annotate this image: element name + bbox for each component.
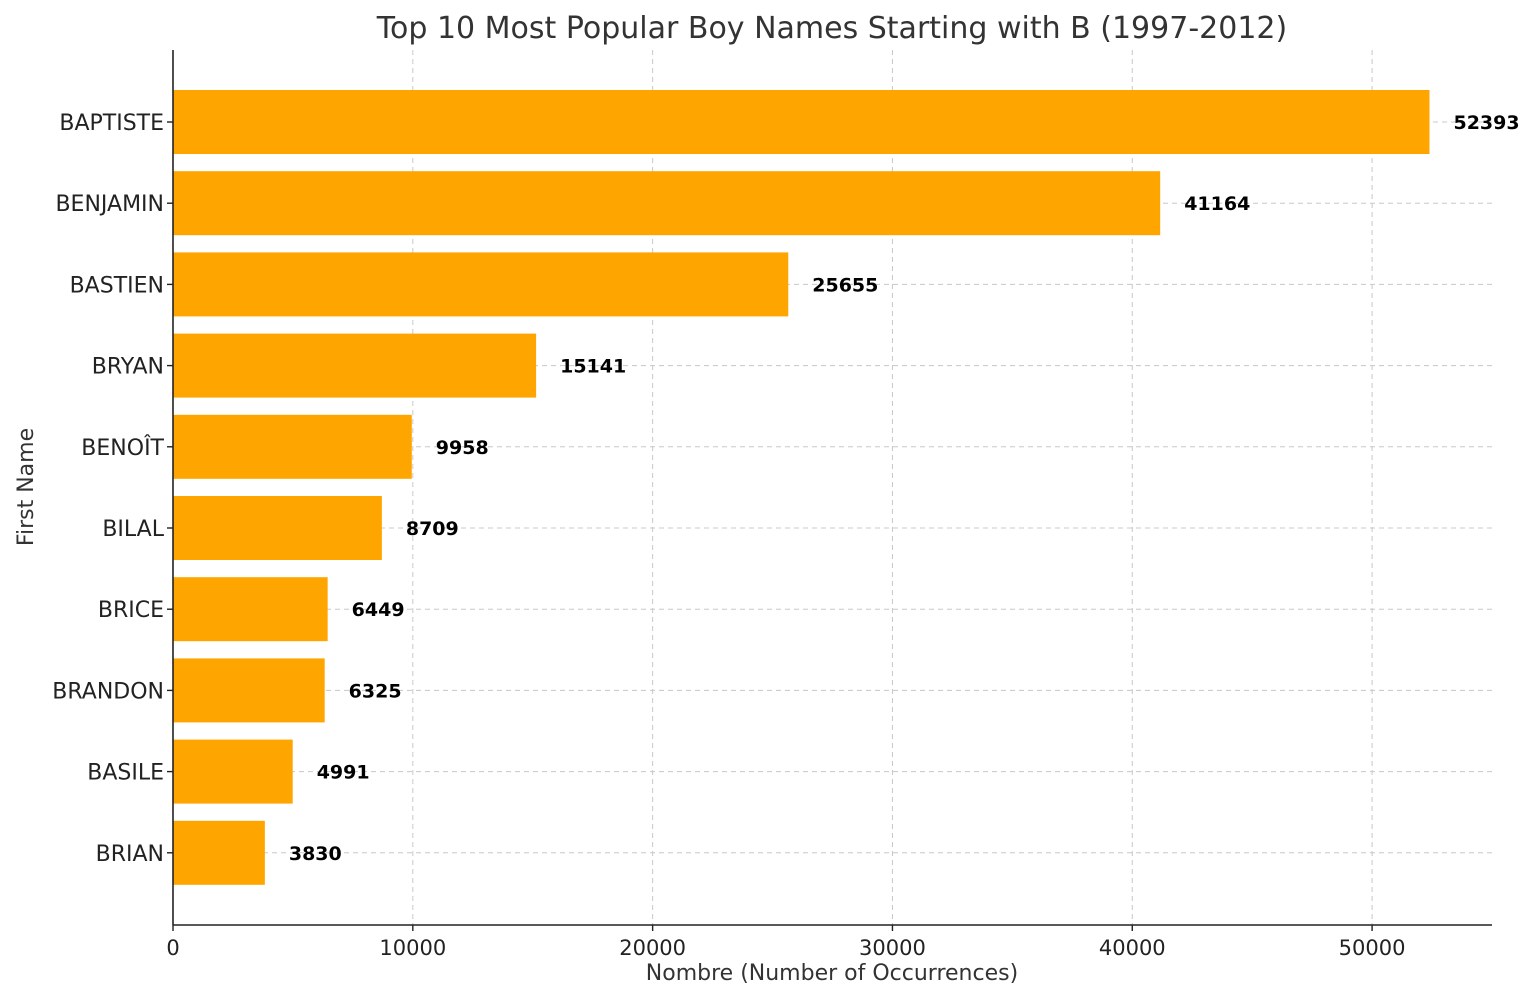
x-tick-label: 0 — [166, 936, 179, 960]
bar — [173, 333, 537, 398]
x-axis-label: Nombre (Number of Occurrences) — [646, 961, 1018, 986]
y-tick-label: BENOÎT — [81, 435, 164, 461]
bar — [173, 90, 1430, 154]
bar-value-label: 4991 — [317, 762, 370, 784]
x-tick-label: 10000 — [379, 936, 446, 960]
bar-value-label: 6449 — [352, 599, 405, 621]
y-tick-label: BENJAMIN — [55, 192, 164, 217]
y-tick-label: BAPTISTE — [59, 111, 164, 136]
y-tick-label: BRANDON — [52, 679, 164, 704]
y-axis-label: First Name — [14, 428, 39, 546]
x-tick-label: 30000 — [859, 936, 926, 960]
bar — [173, 739, 293, 804]
y-tick-label: BASILE — [87, 761, 164, 786]
chart-title: Top 10 Most Popular Boy Names Starting w… — [376, 11, 1287, 46]
bar-value-label: 6325 — [349, 680, 402, 702]
bar-value-label: 9958 — [436, 437, 489, 459]
bar — [173, 252, 789, 317]
bar — [173, 496, 382, 560]
y-tick-label: BASTIEN — [70, 273, 164, 298]
bars-layer — [173, 90, 1430, 885]
x-tick-label: 20000 — [619, 936, 686, 960]
axes-layer — [167, 50, 1492, 931]
bar-value-label: 15141 — [560, 356, 626, 378]
y-tick-label: BRICE — [98, 598, 164, 623]
bar-value-label: 3830 — [289, 843, 342, 865]
bar — [173, 658, 325, 723]
bar-value-label: 41164 — [1184, 193, 1250, 215]
x-tick-label: 50000 — [1339, 936, 1406, 960]
x-tick-label: 40000 — [1099, 936, 1166, 960]
bar — [173, 820, 265, 885]
y-tick-label: BRYAN — [92, 355, 164, 380]
bar — [173, 171, 1161, 236]
bar — [173, 577, 328, 642]
labels-layer: 52393 BAPTISTE 41164 BENJAMIN 25655 BASTIEN 15… — [52, 111, 1519, 960]
y-tick-label: BRIAN — [96, 842, 164, 867]
bar — [173, 414, 412, 479]
bar-value-label: 25655 — [812, 274, 878, 296]
bar-value-label: 8709 — [406, 518, 459, 540]
bar-value-label: 52393 — [1453, 112, 1519, 134]
y-tick-label: BILAL — [102, 517, 164, 542]
